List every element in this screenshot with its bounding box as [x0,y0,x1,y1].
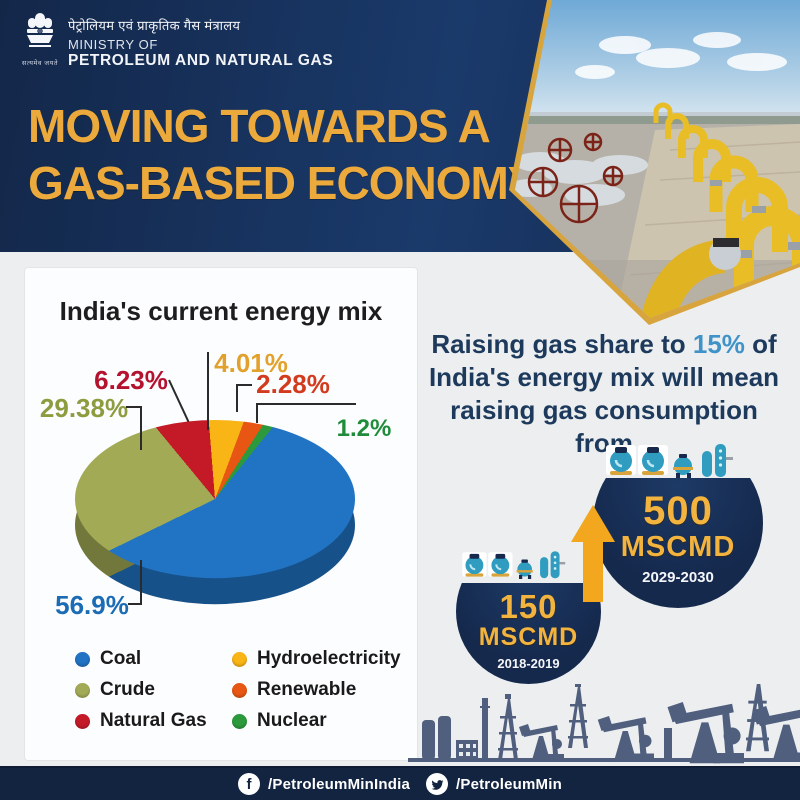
legend-item-crude: Crude [75,679,155,701]
pie-label-crude: 29.38% [39,393,129,423]
milestone-from-unit: MSCMD [478,623,579,651]
legend-label-coal: Coal [100,648,142,669]
page-title-line2: GAS-BASED ECONOMY [28,157,538,209]
social-footer: f /PetroleumMinIndia /PetroleumMin [0,766,800,800]
legend-dot-crude [75,682,90,698]
legend-label-renewable: Renewable [257,679,357,700]
legend-item-natural-gas: Natural Gas [75,710,207,732]
legend-dot-natural-gas [75,713,90,729]
pipeline-photo [509,0,800,325]
legend-label-nuclear: Nuclear [257,710,327,731]
facebook-icon[interactable]: f [238,773,261,795]
gas-share-message: Raising gas share to 15% of India's ener… [418,328,790,460]
pie-label-nuclear: 1.2% [336,415,392,442]
milestone-to-unit: MSCMD [620,531,736,563]
ministry-name-line1: MINISTRY OF [68,37,158,52]
oilfield-silhouette [408,684,800,764]
facebook-link[interactable]: f /PetroleumMinIndia [238,773,410,795]
leader-line-coal-v [140,560,142,605]
pie-top-layer [75,420,355,579]
twitter-handle[interactable]: /PetroleumMin [456,775,562,793]
leader-line-renewable-h [236,384,252,386]
legend-dot-nuclear [232,713,247,729]
milestone-from-period: 2018-2019 [497,656,560,671]
leader-line-hydro [207,352,209,430]
twitter-link[interactable]: /PetroleumMin [426,773,562,795]
pie-label-natural-gas: 6.23% [94,365,168,395]
legend-label-hydroelectricity: Hydroelectricity [257,648,401,669]
page-title: MOVING TOWARDS A GAS-BASED ECONOMY [28,98,548,212]
legend-label-natural-gas: Natural Gas [100,710,207,731]
pie-label-renewable: 2.28% [256,369,330,399]
legend-item-renewable: Renewable [232,679,356,701]
national-emblem-icon [27,13,53,47]
message-line1: Raising gas share to 15% of [431,329,777,359]
pie-label-coal: 56.9% [55,590,129,620]
energy-mix-pie-chart [75,420,355,610]
leader-line-coal-h [128,603,142,605]
legend-dot-coal [75,651,90,667]
legend-label-crude: Crude [100,679,155,700]
leader-line-nuclear-h [256,403,356,405]
page-title-line1: MOVING TOWARDS A [28,100,491,152]
ministry-name-line2: PETROLEUM AND NATURAL GAS [68,52,334,69]
gas-storage-tanks-icon-small [462,550,567,579]
milestone-to-period: 2029-2030 [642,569,714,586]
ministry-name-hindi: पेट्रोलियम एवं प्राकृतिक गैस मंत्रालय [68,18,241,33]
legend-dot-hydroelectricity [232,651,247,667]
leader-line-natural-gas [168,379,190,423]
message-line2: India's energy mix will mean [428,362,780,392]
milestone-to-circle: 500 MSCMD 2029-2030 [593,478,763,609]
up-arrow-icon [571,505,615,602]
leader-line-crude-h [126,406,142,408]
legend-item-hydroelectricity: Hydroelectricity [232,648,401,670]
leader-line-crude-v [140,406,142,450]
highlight-15pct: 15% [692,329,745,359]
message-line3: raising gas consumption from [450,395,758,458]
milestone-from-circle: 150 MSCMD 2018-2019 [456,583,601,685]
facebook-handle[interactable]: /PetroleumMinIndia [268,775,410,793]
milestone-to-value: 500 [643,489,713,533]
gas-storage-tanks-icon-large [606,442,735,478]
chart-title: India's current energy mix [59,296,383,326]
twitter-icon[interactable] [426,773,448,795]
legend-item-nuclear: Nuclear [232,710,327,732]
valve-handwheels [527,132,624,224]
leader-line-nuclear-v [256,403,258,423]
pie-label-hydroelectricity: 4.01% [214,348,288,378]
legend-item-coal: Coal [75,648,141,670]
yellow-pipeline-row [653,102,800,310]
emblem-motto: सत्यमेव जयते [21,60,59,67]
ministry-block: पेट्रोलियम एवं प्राकृतिक गैस मंत्रालय MI… [68,16,333,70]
leader-line-renewable-v [236,384,238,412]
milestone-from-value: 150 [499,588,558,625]
legend-dot-renewable [232,682,247,698]
energy-mix-card: India's current energy mix 4.01% 6.23% 2… [25,268,417,760]
